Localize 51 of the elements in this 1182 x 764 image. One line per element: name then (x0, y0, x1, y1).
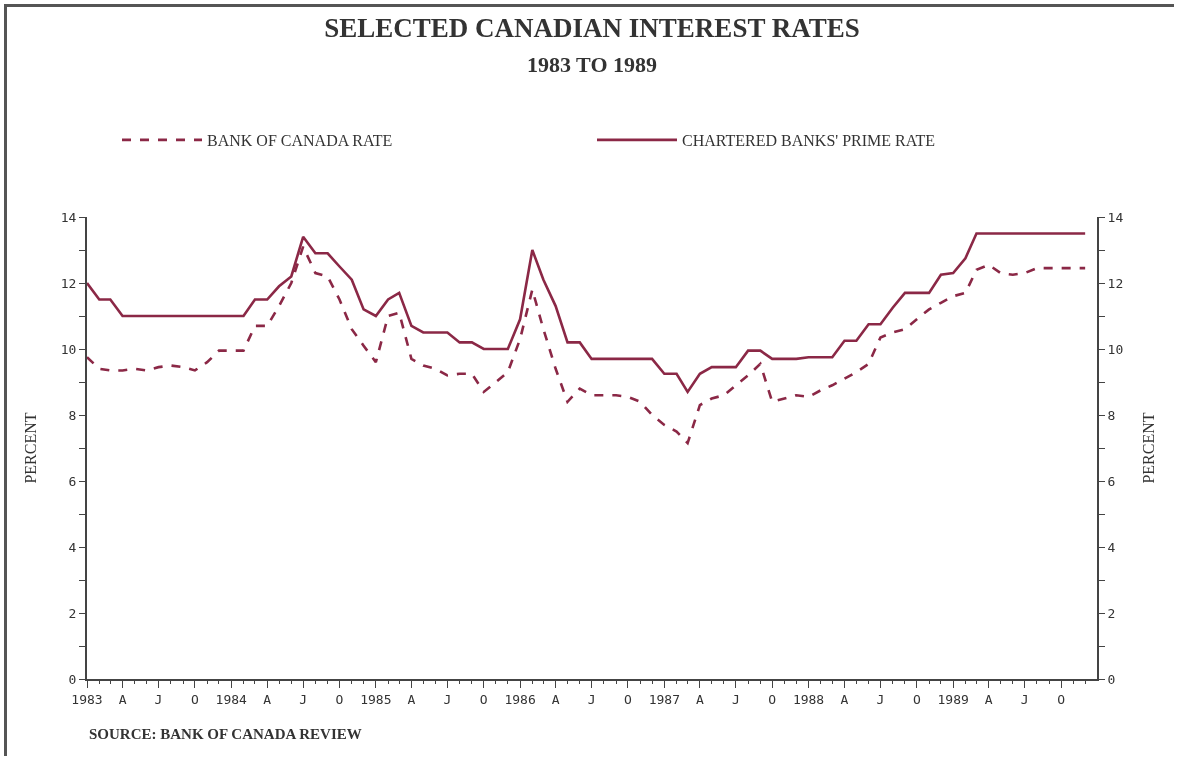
x-tick-label: A (551, 691, 560, 707)
x-tick-label: J (1020, 691, 1029, 707)
y2-tick-label: 12 (1107, 275, 1124, 291)
y-axis-title: PERCENT (22, 412, 40, 484)
x-tick-label: O (624, 691, 633, 707)
y-tick-label: 14 (60, 209, 77, 225)
x-tick-label: 1986 (504, 691, 536, 707)
y2-axis-title: PERCENT (1139, 412, 1157, 484)
x-tick-label: A (840, 691, 849, 707)
x-tick-label: O (479, 691, 488, 707)
x-tick-label: 1989 (937, 691, 969, 707)
x-tick-label: 1985 (360, 691, 392, 707)
y-tick-label: 4 (68, 539, 77, 555)
y-tick-label: 2 (68, 605, 77, 621)
chart-subtitle: 1983 TO 1989 (527, 52, 657, 78)
source-note: SOURCE: BANK OF CANADA REVIEW (89, 726, 362, 742)
x-tick-label: 1984 (215, 691, 248, 707)
x-tick-label: J (443, 691, 452, 707)
y2-tick-label: 0 (1107, 671, 1116, 687)
x-tick-label: A (407, 691, 416, 707)
x-tick-label: A (263, 691, 272, 707)
x-tick-label: O (912, 691, 921, 707)
x-tick-label: J (299, 691, 308, 707)
y2-tick-label: 2 (1107, 605, 1116, 621)
y-tick-label: 10 (60, 341, 77, 357)
x-tick-label: O (768, 691, 777, 707)
y2-tick-label: 10 (1107, 341, 1124, 357)
legend-label: BANK OF CANADA RATE (207, 132, 393, 150)
x-tick-label: 1983 (71, 691, 103, 707)
x-tick-label: O (335, 691, 344, 707)
y2-tick-label: 4 (1107, 539, 1116, 555)
y-tick-label: 0 (68, 671, 77, 687)
x-tick-label: A (118, 691, 127, 707)
x-tick-label: O (1057, 691, 1066, 707)
x-tick-label: A (984, 691, 993, 707)
x-tick-label: J (154, 691, 163, 707)
y2-tick-label: 14 (1107, 209, 1124, 225)
y-tick-label: 6 (68, 473, 77, 489)
y-tick-label: 12 (60, 275, 77, 291)
x-tick-label: J (731, 691, 740, 707)
y-tick-label: 8 (68, 407, 77, 423)
x-tick-label: O (190, 691, 199, 707)
x-tick-label: J (587, 691, 596, 707)
x-tick-label: A (695, 691, 704, 707)
y2-tick-label: 8 (1107, 407, 1116, 423)
legend-label: CHARTERED BANKS' PRIME RATE (682, 132, 936, 150)
x-tick-label: 1987 (648, 691, 680, 707)
chart-title: SELECTED CANADIAN INTEREST RATES (324, 13, 860, 44)
x-tick-label: J (876, 691, 885, 707)
y2-tick-label: 6 (1107, 473, 1116, 489)
x-tick-label: 1988 (792, 691, 825, 707)
